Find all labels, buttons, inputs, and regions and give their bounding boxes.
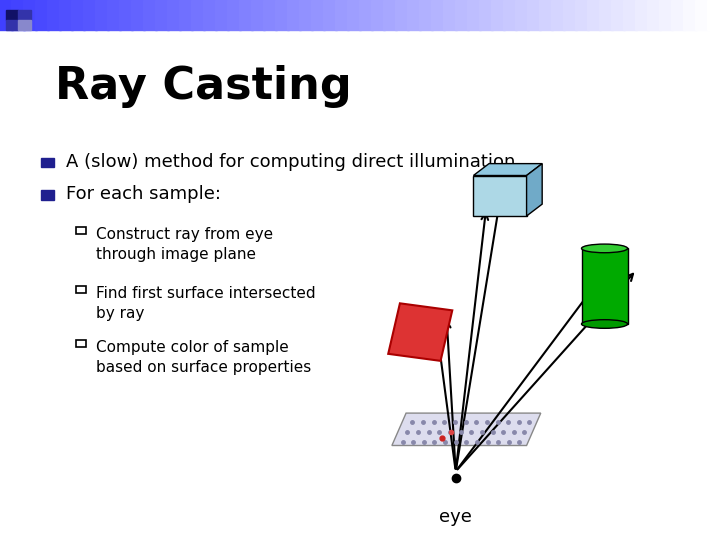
Bar bbox=[215, 0, 229, 30]
Ellipse shape bbox=[582, 244, 628, 253]
Bar bbox=[431, 0, 445, 30]
Bar bbox=[635, 0, 649, 30]
Bar bbox=[335, 0, 349, 30]
Bar bbox=[479, 0, 493, 30]
Bar bbox=[624, 0, 637, 30]
Bar bbox=[707, 0, 720, 30]
Bar bbox=[251, 0, 265, 30]
Bar bbox=[395, 0, 409, 30]
Bar bbox=[35, 0, 49, 30]
Text: Compute color of sample
based on surface properties: Compute color of sample based on surface… bbox=[96, 340, 312, 375]
Bar bbox=[455, 0, 469, 30]
Bar bbox=[263, 0, 277, 30]
Bar bbox=[130, 0, 145, 30]
Bar bbox=[371, 0, 385, 30]
Bar bbox=[11, 0, 24, 30]
Bar bbox=[383, 0, 397, 30]
Bar bbox=[551, 0, 565, 30]
Bar bbox=[407, 0, 421, 30]
Polygon shape bbox=[388, 303, 452, 361]
Bar bbox=[311, 0, 325, 30]
Bar bbox=[119, 0, 132, 30]
Bar bbox=[6, 10, 18, 20]
Polygon shape bbox=[392, 413, 541, 446]
Text: Construct ray from eye
through image plane: Construct ray from eye through image pla… bbox=[96, 227, 274, 261]
Polygon shape bbox=[474, 164, 542, 176]
Bar bbox=[167, 0, 181, 30]
Text: For each sample:: For each sample: bbox=[66, 185, 221, 204]
Bar bbox=[527, 0, 541, 30]
Text: Find first surface intersected
by ray: Find first surface intersected by ray bbox=[96, 286, 316, 321]
Bar bbox=[347, 0, 361, 30]
Bar bbox=[503, 0, 517, 30]
Bar bbox=[94, 0, 109, 30]
Bar bbox=[239, 0, 253, 30]
Bar bbox=[671, 0, 685, 30]
Bar bbox=[539, 0, 553, 30]
Bar bbox=[582, 248, 628, 324]
Bar bbox=[515, 0, 529, 30]
Bar bbox=[359, 0, 373, 30]
Text: eye: eye bbox=[439, 508, 472, 525]
Bar bbox=[179, 0, 193, 30]
Bar bbox=[474, 176, 526, 216]
Bar bbox=[419, 0, 433, 30]
Bar bbox=[599, 0, 613, 30]
Polygon shape bbox=[526, 164, 542, 216]
Bar bbox=[696, 0, 709, 30]
Bar bbox=[275, 0, 289, 30]
Bar bbox=[191, 0, 205, 30]
Bar bbox=[227, 0, 241, 30]
Bar bbox=[443, 0, 457, 30]
Bar bbox=[647, 0, 662, 30]
Bar bbox=[299, 0, 313, 30]
Bar bbox=[287, 0, 301, 30]
Bar bbox=[563, 0, 577, 30]
Bar bbox=[22, 0, 37, 30]
Bar bbox=[203, 0, 217, 30]
Bar bbox=[588, 0, 601, 30]
Text: Ray Casting: Ray Casting bbox=[55, 65, 352, 108]
Bar bbox=[18, 10, 31, 20]
Bar bbox=[41, 190, 54, 200]
Bar bbox=[58, 0, 73, 30]
Bar bbox=[683, 0, 698, 30]
Bar bbox=[76, 286, 86, 293]
Bar bbox=[0, 0, 13, 30]
Bar bbox=[575, 0, 590, 30]
Bar bbox=[76, 227, 86, 234]
Bar bbox=[467, 0, 481, 30]
Bar bbox=[71, 0, 85, 30]
Bar bbox=[491, 0, 505, 30]
Bar bbox=[660, 0, 673, 30]
Ellipse shape bbox=[582, 320, 628, 328]
Bar bbox=[107, 0, 121, 30]
Bar bbox=[611, 0, 626, 30]
Bar bbox=[6, 20, 18, 30]
Bar bbox=[323, 0, 337, 30]
Text: A (slow) method for computing direct illumination: A (slow) method for computing direct ill… bbox=[66, 153, 516, 171]
Bar bbox=[143, 0, 157, 30]
Bar bbox=[76, 340, 86, 347]
Bar bbox=[18, 20, 31, 30]
Bar bbox=[83, 0, 96, 30]
Bar bbox=[41, 158, 54, 167]
Bar bbox=[47, 0, 60, 30]
Bar bbox=[155, 0, 169, 30]
